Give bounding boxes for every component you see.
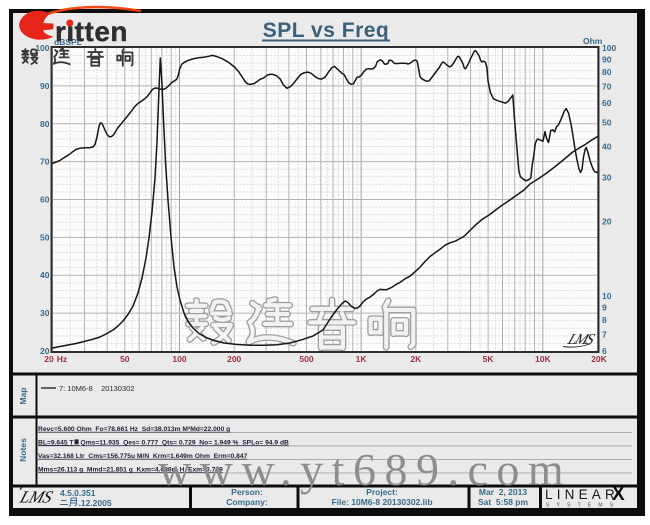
svg-text:10K: 10K <box>535 354 551 364</box>
svg-text:200: 200 <box>227 354 241 364</box>
svg-text:LMS: LMS <box>17 487 56 506</box>
svg-text:60: 60 <box>602 98 612 108</box>
svg-text:SYSTEMS: SYSTEMS <box>546 503 620 509</box>
svg-text:70: 70 <box>40 157 50 167</box>
svg-text:Qms=11.935 Qes= 0.777 Qts= 0: Qms=11.935 Qes= 0.777 Qts= 0.729 No= 1.9… <box>81 439 290 446</box>
svg-text:60: 60 <box>40 195 50 205</box>
svg-text:6: 6 <box>602 346 607 356</box>
svg-text:80: 80 <box>602 67 612 77</box>
svg-text:7: 10M6-8 20130302: 7: 10M6-8 20130302 <box>59 384 134 393</box>
svg-text:20K: 20K <box>591 354 607 364</box>
svg-text:100: 100 <box>602 43 616 53</box>
svg-text:LMS: LMS <box>565 331 598 347</box>
svg-text:20: 20 <box>602 216 612 226</box>
svg-text:SPL vs Freq: SPL vs Freq <box>263 19 390 42</box>
svg-text:10: 10 <box>602 291 612 301</box>
svg-text:9: 9 <box>602 302 607 312</box>
svg-text:8: 8 <box>602 315 607 325</box>
svg-text:Mar 2, 2013: Mar 2, 2013 <box>479 487 527 497</box>
svg-text:40: 40 <box>602 142 612 152</box>
svg-text:rıtten: rıtten <box>55 16 128 47</box>
svg-text:70: 70 <box>602 81 612 91</box>
svg-text:Map: Map <box>18 388 28 405</box>
svg-text:30: 30 <box>40 308 50 318</box>
svg-text:100: 100 <box>35 43 49 53</box>
svg-text:Notes: Notes <box>18 438 28 462</box>
svg-text:20: 20 <box>40 346 50 356</box>
svg-text:Sat 5:58 pm: Sat 5:58 pm <box>478 497 529 507</box>
svg-text:50: 50 <box>120 354 130 364</box>
svg-text:50: 50 <box>40 232 50 242</box>
svg-text:X: X <box>612 484 625 505</box>
svg-text:90: 90 <box>40 81 50 91</box>
svg-text:50: 50 <box>602 118 612 128</box>
svg-text:Mms=26.113 g Mmd=21.851 g Kx: Mms=26.113 g Mmd=21.851 g Kxm=4.688m H E… <box>38 466 223 473</box>
svg-text:4.5.0.351: 4.5.0.351 <box>60 488 96 498</box>
svg-text:Hz: Hz <box>57 354 67 364</box>
svg-text:BL=9.645 T: BL=9.645 T <box>38 439 74 446</box>
svg-text:Company:: Company: <box>226 497 268 507</box>
svg-text:500: 500 <box>299 354 313 364</box>
svg-text:Person:: Person: <box>231 487 263 497</box>
svg-text:Revc=5.600 Ohm Fo=78.661 Hz: Revc=5.600 Ohm Fo=78.661 Hz Sd=38.013m M… <box>38 426 230 433</box>
svg-text:1K: 1K <box>356 354 368 364</box>
svg-text:LINEAR: LINEAR <box>545 487 619 502</box>
svg-text:Ohm: Ohm <box>583 36 603 46</box>
svg-text:5K: 5K <box>483 354 495 364</box>
svg-text:2K: 2K <box>410 354 422 364</box>
svg-text:File: 10M6-8 20130302.lib: File: 10M6-8 20130302.lib <box>331 497 432 507</box>
svg-text:www.yt689.com: www.yt689.com <box>158 444 572 495</box>
svg-text:dBSPL: dBSPL <box>54 37 82 47</box>
svg-text:.12.2005: .12.2005 <box>79 498 112 508</box>
svg-text:20: 20 <box>44 354 54 364</box>
svg-text:Project:: Project: <box>366 487 398 497</box>
svg-text:80: 80 <box>40 119 50 129</box>
svg-text:7: 7 <box>602 329 607 339</box>
svg-text:40: 40 <box>40 270 50 280</box>
svg-text:100: 100 <box>172 354 186 364</box>
svg-text:90: 90 <box>602 54 612 64</box>
svg-text:Vas=32.168 Ltr Cms=156.775u M: Vas=32.168 Ltr Cms=156.775u M/N Krm=1.64… <box>38 453 248 460</box>
svg-text:30: 30 <box>602 173 612 183</box>
